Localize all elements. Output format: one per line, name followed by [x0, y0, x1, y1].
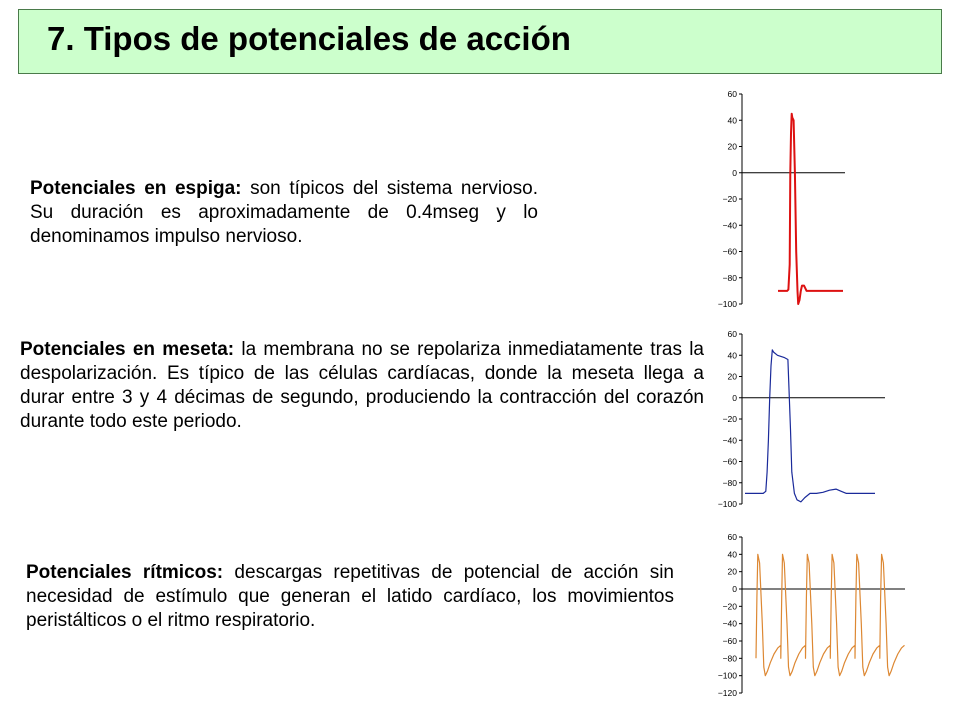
title-banner: 7. Tipos de potenciales de acción — [18, 9, 942, 74]
y-tick-label: −20 — [723, 414, 738, 424]
y-tick-label: −80 — [723, 478, 738, 488]
y-tick-label: 0 — [732, 584, 737, 594]
y-tick-label: −100 — [718, 671, 737, 681]
series-line — [778, 112, 843, 305]
y-tick-label: −60 — [723, 247, 738, 257]
plateau-description: Potenciales en meseta: la membrana no se… — [20, 338, 704, 434]
y-tick-label: 40 — [728, 549, 738, 559]
spike-potential-chart: 60 40 20 0 −20 −40 −60 −80 −100 — [718, 89, 845, 309]
y-tick-label: 0 — [732, 393, 737, 403]
y-tick-label: 0 — [732, 168, 737, 178]
y-tick-label: −60 — [723, 636, 738, 646]
y-tick-label: 20 — [728, 372, 738, 382]
y-tick-label: 40 — [728, 350, 738, 360]
series-line — [755, 553, 905, 677]
y-tick-label: 60 — [728, 532, 738, 542]
plateau-text: la membrana no se repolariza inmediatame… — [20, 339, 705, 432]
spike-description: Potenciales en espiga: son típicos del s… — [30, 177, 538, 249]
spike-text: son típicos del sistema nervioso. Su dur… — [30, 178, 538, 247]
y-tick-label: −100 — [718, 499, 737, 509]
y-tick-label: −40 — [723, 619, 738, 629]
y-tick-label: −20 — [723, 194, 738, 204]
y-tick-label: −80 — [723, 273, 738, 283]
rhythmic-description: Potenciales rítmicos: descargas repetiti… — [26, 561, 674, 633]
spike-heading: Potenciales en espiga: — [30, 178, 242, 199]
y-tick-label: −20 — [723, 601, 738, 611]
y-tick-label: −60 — [723, 457, 738, 467]
y-tick-label: −80 — [723, 653, 738, 663]
y-tick-label: −40 — [723, 220, 738, 230]
y-tick-label: −100 — [718, 299, 737, 309]
y-tick-label: −120 — [718, 688, 737, 698]
y-tick-label: 60 — [728, 89, 738, 99]
y-tick-label: −40 — [723, 435, 738, 445]
plateau-potential-chart: 60 40 20 0 −20 −40 −60 −80 −100 — [718, 329, 885, 509]
plateau-heading: Potenciales en meseta: — [20, 339, 235, 360]
y-tick-label: 20 — [728, 567, 738, 577]
y-tick-label: 40 — [728, 115, 738, 125]
rhythmic-heading: Potenciales rítmicos: — [26, 562, 224, 583]
y-tick-label: 20 — [728, 142, 738, 152]
rhythmic-potential-chart: 60 40 20 0 −20 −40 −60 −80 −100 −120 — [718, 532, 905, 698]
rhythmic-text: descargas repetitivas de potencial de ac… — [26, 562, 674, 631]
slide-title: 7. Tipos de potenciales de acción — [47, 20, 571, 57]
y-tick-label: 60 — [728, 329, 738, 339]
series-line — [745, 349, 875, 503]
